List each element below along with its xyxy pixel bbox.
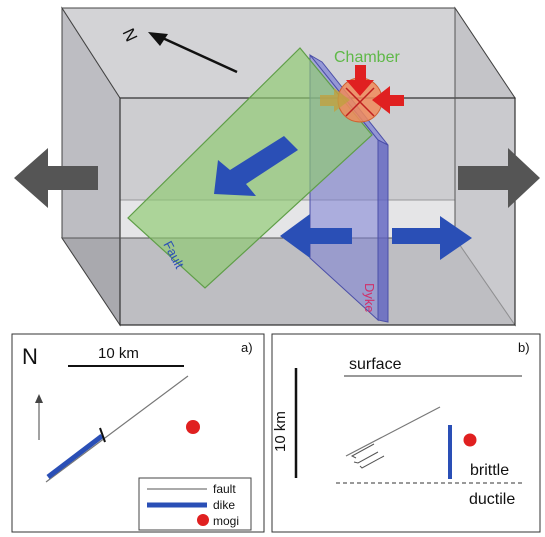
legend-mogi-label: mogi <box>213 514 239 528</box>
panel-a-north-label: N <box>22 344 38 369</box>
panel-b-tag: b) <box>518 340 530 355</box>
panel-a-scale-label: 10 km <box>98 345 139 362</box>
legend-dike-label: dike <box>213 498 235 512</box>
panel-a-dike-tick <box>99 427 106 443</box>
panel-b-fault-trace <box>345 406 441 457</box>
panel-b-surface-label: surface <box>349 356 402 373</box>
panel-a-legend: fault dike mogi <box>138 477 252 531</box>
panel-b-scale-label: 10 km <box>272 411 289 452</box>
fault-slip-arrow <box>214 136 298 196</box>
dyke-label: Dyke <box>362 283 377 313</box>
panel-a: a) N 10 km fault dike mogi <box>11 333 265 533</box>
panel-a-dike-trace <box>46 434 104 479</box>
chamber-arrow <box>372 86 404 114</box>
magma-chamber <box>320 65 404 123</box>
chamber-label: Chamber <box>334 49 400 66</box>
legend-mogi-swatch <box>197 514 209 526</box>
panel-b-brittle-label: brittle <box>470 462 509 479</box>
panel-a-fault-trace <box>45 375 189 483</box>
block-diagram: N Chamber Fault Dyke <box>14 6 540 327</box>
panel-b-frame <box>271 333 541 533</box>
extension-arrow-right <box>458 148 540 208</box>
panel-b-ductile-label: ductile <box>469 491 515 508</box>
dyke-opening-arrow-right <box>392 216 472 260</box>
panel-b-shear-sense <box>350 443 385 469</box>
chamber-arrow <box>320 88 350 112</box>
panel-a-tag: a) <box>241 340 253 355</box>
panel-b: b) surface 10 km brittle ductile <box>271 333 541 533</box>
extension-arrow-left <box>14 148 98 208</box>
dyke-opening-arrow-left <box>280 214 352 258</box>
panel-a-mogi-source <box>186 420 200 434</box>
panel-a-north-arrow <box>35 394 43 440</box>
panel-b-mogi-source <box>463 433 477 447</box>
legend-fault-label: fault <box>213 482 236 496</box>
chamber-arrow <box>346 65 374 96</box>
